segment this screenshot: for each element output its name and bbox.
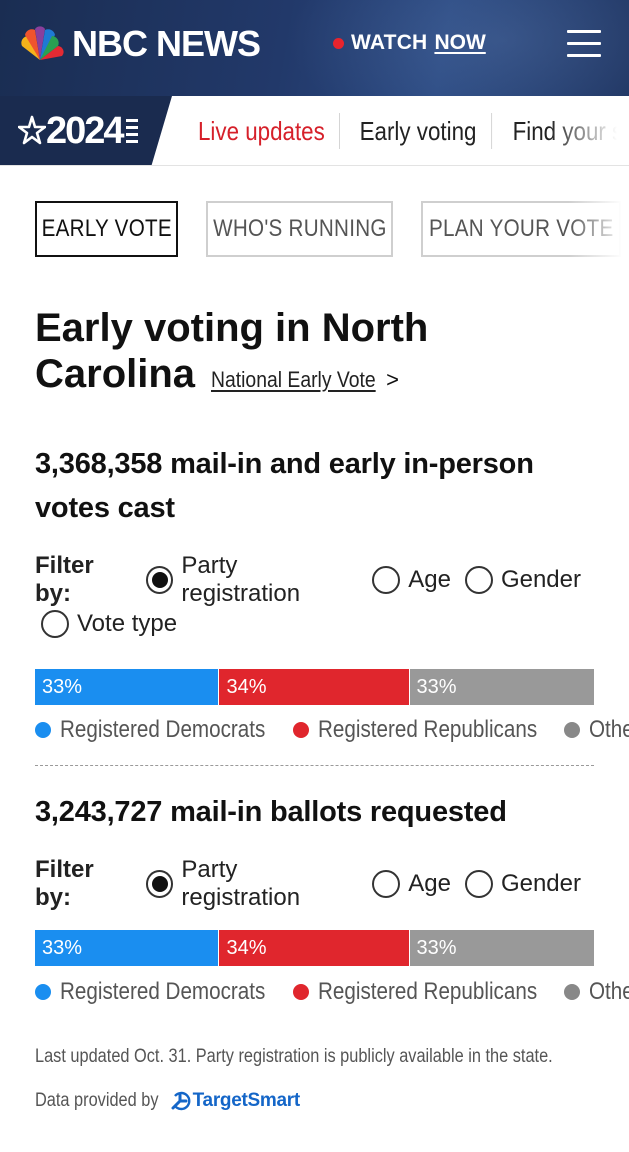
legend-label: Other [588,978,629,1005]
bar-segment[interactable]: 33% [409,930,594,966]
filter-gender[interactable]: Gender [464,870,581,898]
tabs-fade [569,201,629,257]
subnav-link-live-updates[interactable]: Live updates [198,113,341,149]
filter-age[interactable]: Age [372,566,451,594]
radio-icon[interactable] [372,870,401,898]
radio-selected-icon[interactable] [145,870,174,898]
legend-dot-icon [563,984,580,1000]
bar-segment[interactable]: 33% [409,669,594,705]
filter-group-ballots-requested: Filter by: Party registration Age Gender [35,856,595,911]
filter-party-registration[interactable]: Party registration [145,552,358,608]
subnav-fade [549,96,629,165]
data-provider: Data provided by TargetSmart [35,1090,300,1112]
party-legend-ballots-requested: Registered Democrats Registered Republica… [35,978,629,1006]
legend-item: Other [563,978,629,1006]
radio-icon[interactable] [464,870,493,898]
tab-label: EARLY VOTE [41,215,172,242]
targetsmart-logo[interactable]: TargetSmart [169,1090,300,1112]
stripes-icon [125,119,138,143]
hamburger-menu-icon[interactable] [567,30,601,58]
votes-cast-stat: 3,368,358 mail-in and early in-person vo… [35,442,595,530]
national-early-vote-link[interactable]: National Early Vote [211,367,376,392]
legend-item: Registered Republicans [292,978,538,1006]
subnav-link-early-voting[interactable]: Early voting [345,113,493,149]
legend-label: Registered Republicans [317,716,537,743]
live-dot-icon [333,37,344,49]
filter-option-label: Vote type [77,610,178,637]
ballots-requested-stat: 3,243,727 mail-in ballots requested [35,790,595,834]
filter-option-label: Party registration [181,856,301,911]
ballots-requested-text: mail-in ballots requested [162,796,507,828]
filter-gender[interactable]: Gender [464,566,581,594]
section-divider [35,765,594,766]
watch-now-label: NOW [434,31,486,54]
page-title: Early voting in North Carolina National … [35,305,595,403]
filter-option-label: Gender [500,870,581,897]
section-tabs: EARLY VOTE WHO'S RUNNING PLAN YOUR VOTE [35,201,629,257]
filter-label: Filter by: [35,552,94,607]
site-header: NBC NEWS WATCH NOW [0,0,629,96]
bar-segment[interactable]: 33% [35,930,220,966]
election-2024-badge[interactable]: 2024 [0,96,172,165]
nbc-news-logo[interactable]: NBC NEWS [16,23,261,64]
targetsmart-name: TargetSmart [192,1090,301,1111]
filter-party-registration[interactable]: Party registration [145,856,358,912]
chevron-right-icon: > [386,367,400,392]
filter-option-label: Party registration [181,552,301,607]
party-breakdown-bar-votes-cast: 33% 34% 33% [35,669,594,705]
radio-icon[interactable] [464,566,493,594]
tab-early-vote[interactable]: EARLY VOTE [35,201,178,257]
legend-dot-icon [35,722,51,738]
tab-whos-running[interactable]: WHO'S RUNNING [206,201,393,257]
filter-group-votes-cast: Filter by: Party registration Age Gender… [35,552,595,644]
legend-item: Other [563,716,629,744]
page-title-line2: Carolina [35,352,196,396]
provided-by-label: Data provided by [35,1090,159,1111]
last-updated-text: Last updated Oct. 31. Party registration… [35,1046,553,1067]
legend-label: Registered Republicans [317,978,537,1005]
legend-dot-icon [292,722,309,738]
filter-option-label: Gender [500,566,581,593]
legend-item: Registered Democrats [35,978,267,1006]
legend-label: Registered Democrats [60,978,266,1005]
star-icon [18,115,46,145]
bar-segment[interactable]: 34% [219,930,410,966]
bar-segment[interactable]: 34% [219,669,410,705]
party-legend-votes-cast: Registered Democrats Registered Republica… [35,716,629,744]
filter-label: Filter by: [35,856,94,911]
radio-icon[interactable] [372,566,401,594]
legend-label: Other [588,716,629,743]
legend-item: Registered Democrats [35,716,267,744]
bar-segment[interactable]: 33% [35,669,220,705]
legend-item: Registered Republicans [292,716,538,744]
filter-option-label: Age [408,870,451,897]
brand-name: NBC NEWS [72,23,261,64]
legend-dot-icon [35,984,51,1000]
votes-cast-text: mail-in and early in-person votes cast [35,448,534,524]
tab-label: WHO'S RUNNING [212,215,387,242]
page-title-line1: Early voting in North [35,306,429,350]
targetsmart-icon [171,1091,191,1111]
peacock-icon [21,26,64,60]
legend-label: Registered Democrats [60,716,266,743]
election-subnav: 2024 Live updates Early voting Find your… [0,96,629,166]
radio-selected-icon[interactable] [145,566,174,594]
party-breakdown-bar-ballots-requested: 33% 34% 33% [35,930,594,966]
filter-vote-type[interactable]: Vote type [41,610,177,638]
legend-dot-icon [563,722,580,738]
legend-dot-icon [292,984,309,1000]
badge-year: 2024 [46,110,125,152]
last-updated-note: Last updated Oct. 31. Party registration… [35,1046,629,1068]
radio-icon[interactable] [41,610,69,638]
watch-now-link[interactable]: WATCH NOW [333,31,486,55]
filter-age[interactable]: Age [372,870,451,898]
votes-cast-number: 3,368,358 [35,448,163,480]
filter-option-label: Age [408,566,451,593]
page-title-line2-row: Carolina National Early Vote > [35,351,595,403]
watch-label: WATCH [351,31,428,54]
ballots-requested-number: 3,243,727 [35,796,163,828]
